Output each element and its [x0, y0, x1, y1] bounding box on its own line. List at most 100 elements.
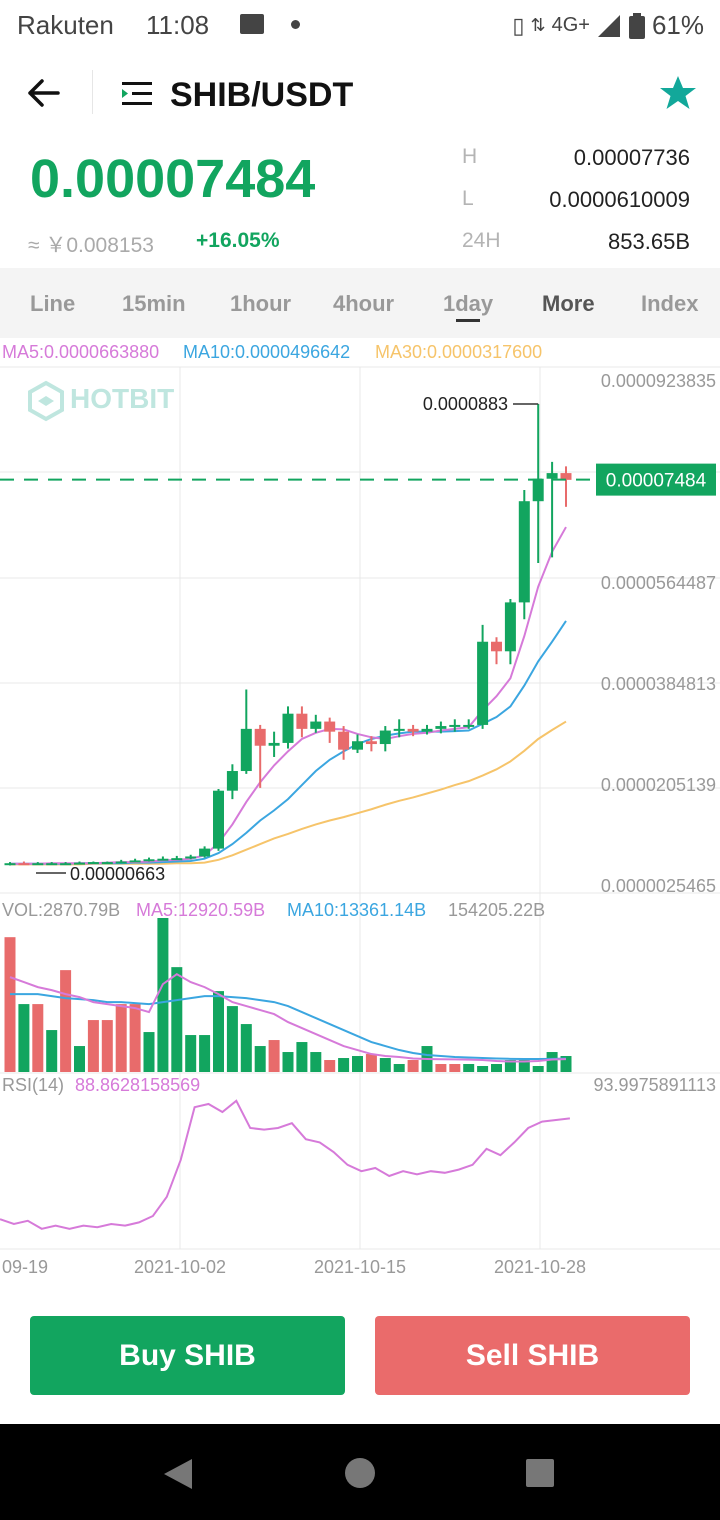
min-price-label: 0.00000663 — [70, 864, 165, 884]
candle-body — [504, 602, 516, 652]
volume-bar — [518, 1060, 530, 1072]
volume-bar — [282, 1052, 294, 1072]
battery-percent: 61% — [651, 10, 704, 40]
candle-body — [32, 863, 44, 866]
chart-canvas[interactable]: HOTBIT 0.00009238350.00007441610.0000564… — [0, 338, 720, 1288]
rsi-max: 93.9975891113 — [593, 1075, 716, 1095]
dot-notification-icon — [291, 20, 300, 29]
high-value: 0.00007736 — [573, 145, 690, 170]
rsi-legend: RSI(14) — [2, 1075, 65, 1095]
volume-bar — [199, 1035, 211, 1072]
date-tick-label: 2021-10-28 — [494, 1257, 586, 1277]
hotbit-watermark-icon: HOTBIT — [28, 380, 174, 422]
volume-bar — [74, 1046, 85, 1072]
tab-1hour[interactable]: 1hour — [230, 291, 292, 316]
watermark-text: HOTBIT — [70, 383, 174, 414]
candle-body — [560, 473, 572, 480]
volume-bar — [157, 918, 169, 1072]
nav-home-icon[interactable] — [344, 1457, 376, 1489]
candle-body — [199, 848, 211, 857]
tab-15min[interactable]: 15min — [122, 291, 186, 316]
last-price: 0.00007484 — [30, 149, 316, 209]
candle-body — [324, 721, 336, 732]
candle-body — [435, 726, 447, 729]
volume-bar — [213, 991, 224, 1072]
header: SHIB/USDT — [0, 58, 720, 130]
volume-bar — [115, 1004, 127, 1072]
carrier-label: Rakuten — [17, 10, 114, 40]
buy-button[interactable]: Buy SHIB — [30, 1316, 345, 1395]
date-tick-label: 2021-10-15 — [314, 1257, 406, 1277]
candles — [4, 403, 572, 866]
volume-bar — [532, 1066, 544, 1072]
current-price-label: 0.00007484 — [606, 471, 707, 492]
vol-ma10-legend: MA10:13361.14B — [287, 900, 427, 920]
nav-back-icon[interactable] — [162, 1457, 196, 1491]
candle-body — [518, 501, 530, 603]
candle-body — [115, 861, 127, 864]
volume-bar — [185, 1035, 197, 1072]
kline-chart[interactable]: MA5:0.0000663880 MA10:0.0000496642 MA30:… — [0, 338, 720, 1288]
candle-body — [393, 728, 405, 731]
volume-bar — [268, 1040, 280, 1072]
nav-recents-icon[interactable] — [525, 1458, 555, 1488]
candle-body — [185, 856, 197, 859]
volume-bar — [240, 1024, 252, 1072]
pair-menu-icon[interactable] — [122, 80, 154, 108]
tab-line[interactable]: Line — [30, 291, 76, 316]
high-label: H — [462, 145, 478, 168]
volume-bar — [546, 1052, 558, 1072]
pair-title[interactable]: SHIB/USDT — [170, 76, 354, 114]
vibrate-icon: ▯ — [512, 12, 525, 38]
candle-body — [171, 858, 183, 861]
ma30-legend: MA30:0.0000317600 — [375, 342, 543, 362]
volume-bar — [477, 1066, 489, 1072]
candle-body — [213, 790, 224, 849]
candle-body — [379, 730, 391, 745]
candle-body — [157, 858, 169, 861]
chart-grid — [0, 366, 720, 1250]
volume-bar — [296, 1042, 308, 1072]
candle-body — [449, 724, 461, 727]
candle-body — [421, 728, 433, 732]
volume-bar — [491, 1064, 502, 1072]
cny-price: ≈ ￥0.008153 — [28, 234, 154, 257]
volume-bar — [338, 1058, 350, 1072]
volume-bar — [365, 1054, 377, 1072]
candle-body — [254, 728, 266, 746]
vol_ma10-line — [10, 993, 567, 1061]
candle-body — [240, 728, 252, 772]
volume-bar — [310, 1052, 322, 1072]
candle-body — [338, 731, 350, 750]
candle-body — [268, 742, 280, 746]
tab-more[interactable]: More — [542, 291, 595, 316]
volume-bar — [324, 1060, 336, 1072]
volume-bar — [463, 1064, 475, 1072]
system-nav-bar — [0, 1424, 720, 1520]
tab-1day[interactable]: 1day — [443, 291, 494, 316]
vol-ma5-legend: MA5:12920.59B — [136, 900, 266, 920]
volume-bar — [226, 1006, 238, 1072]
candle-body — [74, 862, 85, 865]
price-tick-label: 0.0000205139 — [601, 775, 716, 795]
candle-body — [365, 741, 377, 745]
status-bar: Rakuten 11:08 ▯ ⇅ 4G+ 61% — [0, 0, 720, 50]
volume-bar — [435, 1064, 447, 1072]
favorite-star-icon[interactable] — [658, 74, 698, 112]
sell-button[interactable]: Sell SHIB — [375, 1316, 690, 1395]
candle-body — [491, 641, 502, 652]
data-arrows-icon: ⇅ — [530, 15, 546, 35]
ma5-legend: MA5:0.0000663880 — [2, 342, 160, 362]
back-arrow-icon[interactable] — [26, 78, 60, 108]
volume-bar — [18, 1004, 30, 1072]
candle-body — [407, 728, 419, 732]
tab-index[interactable]: Index — [641, 291, 699, 316]
price-tick-label: 0.0000564487 — [601, 573, 716, 593]
tab-4hour[interactable]: 4hour — [333, 291, 395, 316]
volume-bar — [60, 970, 72, 1072]
volume-bar — [101, 1020, 113, 1072]
volume-24h-value: 853.65B — [608, 229, 690, 254]
volume-bars — [4, 918, 572, 1072]
volume-bar — [143, 1032, 155, 1072]
vol_ma5-line — [9, 972, 567, 1063]
